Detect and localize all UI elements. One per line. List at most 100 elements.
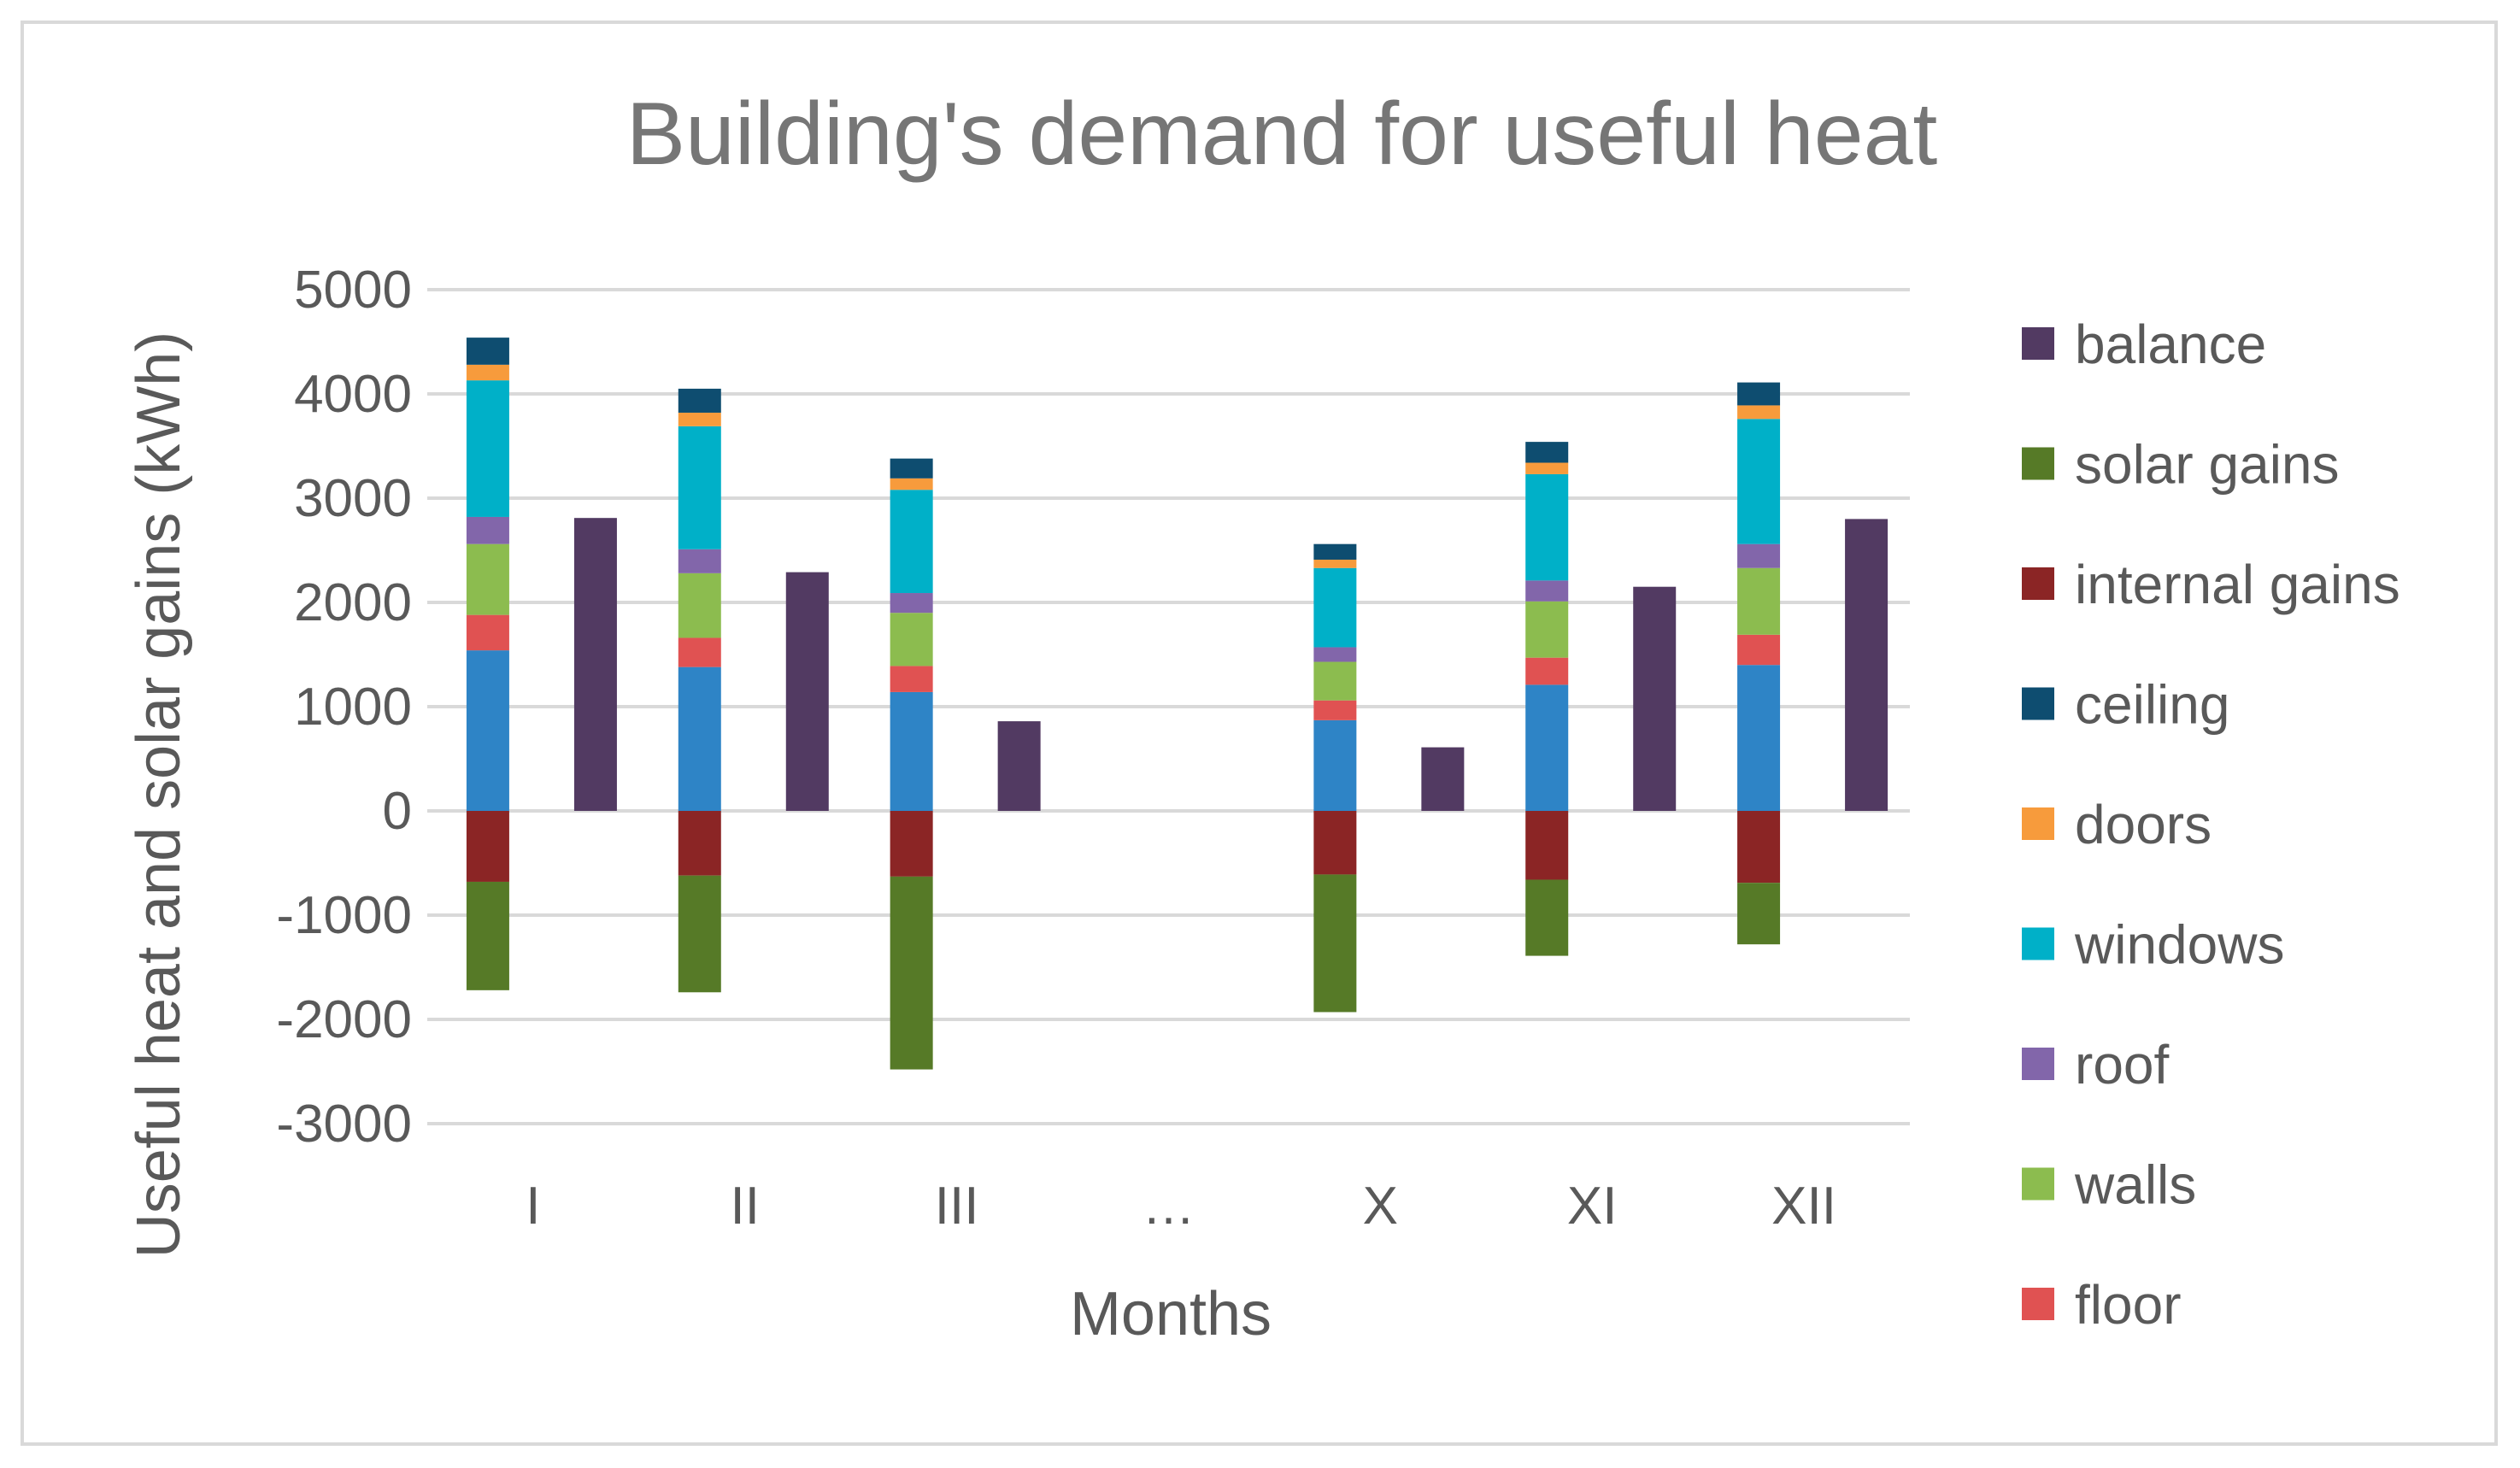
x-tick-label: III: [935, 1177, 979, 1236]
bar-roof: [678, 549, 721, 573]
bar-internal-gains: [1525, 811, 1569, 880]
bar-floor: [890, 666, 933, 692]
x-tick-label: II: [731, 1177, 760, 1236]
bar-windows: [1737, 419, 1781, 544]
bar-internal-gains: [1737, 811, 1781, 884]
bar-doors: [890, 478, 933, 490]
bar-walls: [1313, 661, 1357, 701]
y-tick-label: -2000: [276, 990, 412, 1049]
bar-internal-gains: [466, 811, 509, 882]
bar-solar-gains: [1525, 879, 1569, 956]
bar-ceiling: [890, 458, 933, 479]
gridlines: [427, 288, 1910, 1125]
bar-floor: [466, 614, 509, 651]
bar-internal-gains: [890, 811, 933, 877]
bar-walls: [890, 613, 933, 666]
legend-label-windows: windows: [2074, 914, 2284, 976]
y-tick-label: 2000: [294, 573, 412, 632]
bar-roof: [466, 516, 509, 544]
bar-balance: [573, 518, 617, 811]
legend: balance solar gains internal gains ceiling d…: [2022, 314, 2400, 1336]
legend-swatch-solar-gains: [2022, 447, 2054, 480]
bar-windows: [890, 490, 933, 594]
chart-title: Building's demand for useful heat: [626, 85, 1938, 184]
y-tick-label: 4000: [294, 365, 412, 424]
bar-solar-gains: [1313, 874, 1357, 1013]
bar-floor: [890, 691, 933, 811]
bar-solar-gains: [466, 881, 509, 990]
bar-doors: [1313, 559, 1357, 568]
bar-walls: [466, 543, 509, 615]
bar-solar-gains: [890, 876, 933, 1070]
bar-internal-gains: [1313, 811, 1357, 875]
bar-floor: [1525, 684, 1569, 811]
legend-label-floor: floor: [2075, 1274, 2182, 1336]
bar-roof: [1525, 580, 1569, 602]
bar-balance: [1845, 519, 1889, 811]
legend-label-walls: walls: [2074, 1154, 2196, 1216]
y-tick-label: -1000: [276, 886, 412, 945]
bar-balance: [1633, 586, 1677, 811]
x-axis-title: Months: [1070, 1280, 1272, 1348]
bar-solar-gains: [678, 875, 721, 993]
y-tick-label: -3000: [276, 1095, 412, 1154]
bar-roof: [890, 593, 933, 614]
bar-doors: [1737, 405, 1781, 420]
bar-floor: [678, 637, 721, 667]
y-axis-title: Useful heat and solar gains (kWh): [125, 332, 193, 1259]
legend-label-balance: balance: [2075, 314, 2266, 375]
bar-windows: [466, 380, 509, 517]
bar-balance: [1421, 747, 1465, 811]
bar-roof: [1737, 543, 1781, 568]
bar-balance: [785, 572, 829, 811]
x-tick-label: I: [526, 1177, 540, 1236]
legend-swatch-doors: [2022, 807, 2054, 840]
y-tick-label: 1000: [294, 678, 412, 737]
bar-floor: [1313, 719, 1357, 811]
legend-swatch-floor: [2022, 1288, 2054, 1320]
bar-ceiling: [466, 338, 509, 365]
bar-windows: [1525, 473, 1569, 581]
bars: [466, 338, 1889, 1070]
bar-doors: [1525, 462, 1569, 474]
bar-floor: [1525, 657, 1569, 685]
legend-label-roof: roof: [2075, 1034, 2170, 1095]
legend-label-solar-gains: solar gains: [2075, 434, 2340, 496]
bar-doors: [678, 412, 721, 426]
bar-floor: [466, 650, 509, 811]
legend-label-ceiling: ceiling: [2075, 674, 2229, 736]
x-tick-label: …: [1143, 1177, 1195, 1236]
bar-floor: [678, 666, 721, 811]
x-tick-label: XII: [1771, 1177, 1836, 1236]
bar-ceiling: [1737, 382, 1781, 406]
legend-swatch-roof: [2022, 1048, 2054, 1080]
bar-floor: [1313, 700, 1357, 720]
legend-swatch-internal-gains: [2022, 567, 2054, 600]
legend-swatch-balance: [2022, 327, 2054, 360]
legend-swatch-walls: [2022, 1167, 2054, 1201]
x-tick-label: XI: [1567, 1177, 1618, 1236]
y-tick-label: 5000: [294, 261, 412, 320]
bar-windows: [1313, 567, 1357, 648]
x-tick-label: X: [1363, 1177, 1398, 1236]
bar-solar-gains: [1737, 883, 1781, 945]
chart-frame: [21, 21, 2498, 1446]
bar-ceiling: [1525, 442, 1569, 463]
bar-balance: [997, 721, 1041, 811]
y-tick-label: 0: [383, 782, 412, 841]
y-tick-label: 3000: [294, 469, 412, 528]
legend-label-internal-gains: internal gains: [2075, 554, 2400, 615]
bar-ceiling: [678, 388, 721, 413]
bar-roof: [1313, 647, 1357, 662]
bar-doors: [466, 364, 509, 381]
legend-swatch-ceiling: [2022, 687, 2054, 720]
bar-floor: [1737, 665, 1781, 811]
x-tick-labels: I II III… X XI XII: [526, 1177, 1836, 1236]
bar-internal-gains: [678, 811, 721, 876]
bar-walls: [1525, 601, 1569, 658]
y-tick-labels: 5000 4000 3000 2000 1000 0 -1000 -2000 -3000: [276, 261, 412, 1154]
legend-label-doors: doors: [2075, 794, 2212, 855]
bar-ceiling: [1313, 543, 1357, 560]
legend-swatch-windows: [2022, 927, 2054, 960]
